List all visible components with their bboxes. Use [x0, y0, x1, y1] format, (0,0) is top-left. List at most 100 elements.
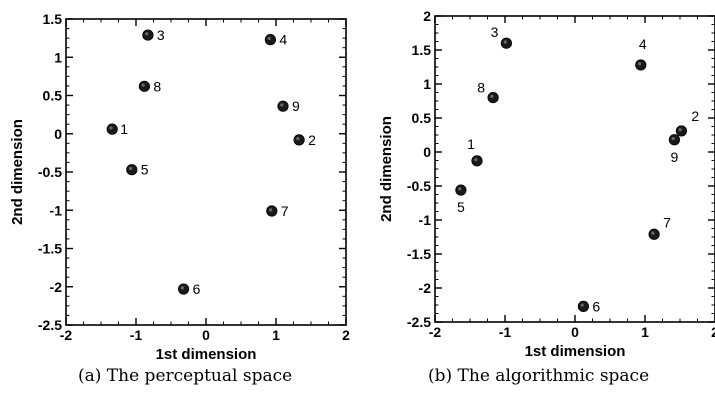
- point-label: 9: [292, 98, 300, 114]
- panel-a: -2 -1 0 1 2-2.5-2-1.5-1-0.500.511.5 123 45678…: [9, 11, 350, 363]
- point-label: 6: [592, 298, 600, 314]
- tick-marks: [434, 15, 715, 323]
- data-point: [266, 205, 278, 217]
- y-tick-label: 1: [54, 49, 62, 65]
- data-point-highlight: [269, 208, 273, 212]
- x-tick-label: -1: [130, 327, 143, 343]
- data-point: [178, 283, 190, 295]
- x-tick-label: -1: [499, 324, 512, 340]
- x-axis-label: 1st dimension: [156, 346, 257, 363]
- data-point-highlight: [109, 126, 113, 130]
- caption-a: (a) The perceptual space: [78, 366, 293, 386]
- point-label: 7: [663, 214, 671, 230]
- data-point-highlight: [280, 103, 284, 107]
- data-point: [264, 34, 276, 46]
- y-tick-label: 0.5: [412, 110, 432, 126]
- data-point-highlight: [503, 40, 507, 44]
- x-tick-label: 0: [571, 324, 579, 340]
- x-axis-label: 1st dimension: [525, 343, 626, 360]
- y-tick-label: 1: [423, 76, 431, 92]
- y-tick-label: 1.5: [43, 11, 63, 27]
- data-point-highlight: [141, 83, 145, 87]
- y-tick-label: -1.5: [407, 246, 431, 262]
- y-tick-label: 2: [423, 8, 431, 24]
- data-point-highlight: [678, 128, 682, 132]
- plot-frame: [65, 18, 347, 326]
- data-point: [106, 123, 118, 135]
- x-tick-label: 0: [202, 327, 210, 343]
- point-label: 8: [153, 78, 161, 94]
- data-point-highlight: [458, 187, 462, 191]
- x-tick-label: 1: [641, 324, 649, 340]
- y-tick-label: 0: [54, 126, 62, 142]
- point-label: 2: [308, 132, 316, 148]
- data-points: 1 2 3 4 5 6 7 8 9: [106, 27, 316, 297]
- data-point: [635, 59, 647, 71]
- point-label: 1: [120, 121, 128, 137]
- point-label: 1: [467, 136, 475, 152]
- y-tick-label: -1: [419, 212, 432, 228]
- y-tick-label: -0.5: [407, 178, 431, 194]
- data-point-highlight: [267, 36, 271, 41]
- x-tick-label: -2: [429, 324, 442, 340]
- data-point: [455, 184, 467, 196]
- x-tick-label: 2: [342, 327, 350, 343]
- data-point-highlight: [474, 158, 478, 162]
- data-point: [471, 155, 483, 167]
- data-point-highlight: [180, 286, 184, 290]
- data-point: [487, 92, 499, 104]
- data-point-highlight: [638, 62, 642, 66]
- tick-marks: [65, 18, 347, 326]
- y-tick-label: 1.5: [412, 42, 432, 58]
- data-point: [277, 100, 289, 112]
- y-tick-label: -1.5: [38, 241, 62, 257]
- data-point-highlight: [129, 166, 133, 171]
- y-axis-label: 2nd dimension: [9, 119, 26, 225]
- point-label: 5: [141, 162, 149, 178]
- data-point: [126, 164, 138, 176]
- data-point-highlight: [580, 303, 584, 307]
- point-label: 2: [691, 108, 699, 124]
- data-point: [138, 80, 150, 92]
- data-point-highlight: [651, 231, 655, 235]
- y-tick-label: -1: [50, 202, 63, 218]
- point-label: 9: [671, 149, 679, 165]
- data-point-highlight: [145, 32, 149, 36]
- data-point-highlight: [490, 94, 494, 98]
- point-label: 4: [639, 36, 647, 52]
- data-point: [142, 29, 154, 41]
- tick-labels: -2 -1 0 1 2-2.5-2-1.5-1-0.500.511.5: [38, 11, 350, 343]
- data-points: 1 2 3 4 5 6 7 8 9: [455, 24, 699, 314]
- data-point: [648, 228, 660, 240]
- y-axis-label: 2nd dimension: [378, 116, 395, 222]
- point-label: 3: [157, 27, 165, 43]
- x-tick-label: -2: [60, 327, 73, 343]
- point-label: 7: [281, 203, 289, 219]
- y-tick-label: -0.5: [38, 164, 62, 180]
- data-point-highlight: [296, 137, 300, 141]
- data-point: [500, 37, 512, 49]
- point-label: 4: [279, 32, 287, 48]
- data-point: [675, 125, 688, 137]
- data-point: [668, 134, 681, 146]
- point-label: 5: [457, 199, 465, 215]
- point-label: 6: [193, 281, 201, 297]
- x-tick-label: 1: [272, 327, 280, 343]
- plot-frame: [434, 15, 715, 323]
- data-point: [577, 300, 590, 312]
- y-tick-label: 0.5: [43, 88, 63, 104]
- x-tick-label: 2: [711, 324, 715, 340]
- y-tick-label: -2.5: [407, 314, 431, 330]
- data-point-highlight: [671, 136, 675, 141]
- y-tick-label: -2: [419, 280, 432, 296]
- point-label: 8: [477, 80, 485, 96]
- y-tick-label: -2.5: [38, 317, 62, 333]
- y-tick-label: 0: [423, 144, 431, 160]
- data-point: [293, 134, 305, 146]
- caption-b: (b) The algorithmic space: [428, 366, 650, 386]
- point-label: 3: [491, 24, 499, 40]
- y-tick-label: -2: [50, 279, 63, 295]
